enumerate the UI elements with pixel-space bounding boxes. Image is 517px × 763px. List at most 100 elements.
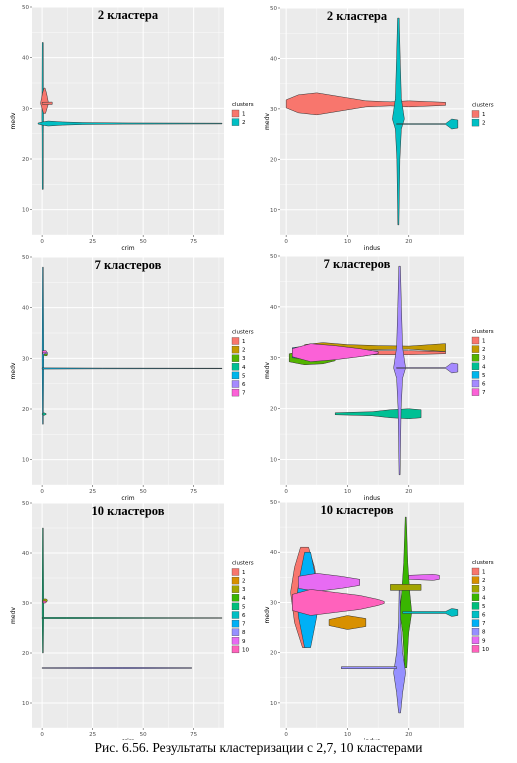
x-axis-label: crim	[121, 495, 134, 502]
legend-label: 2	[482, 347, 486, 353]
violin-cluster-2	[41, 42, 44, 190]
legend-label: 5	[482, 373, 486, 379]
legend-key	[471, 645, 480, 653]
panel-title: 10 кластеров	[92, 504, 165, 518]
panel-title: 10 кластеров	[321, 503, 394, 517]
violin-cluster-3	[390, 584, 422, 591]
y-tick-label: 50	[270, 6, 277, 12]
plot-background	[32, 257, 224, 485]
x-tick-label: 75	[190, 732, 197, 738]
legend-label: 1	[482, 112, 486, 118]
y-tick-label: 50	[22, 255, 29, 261]
x-tick-label: 10	[344, 732, 351, 738]
legend-key	[471, 379, 480, 388]
legend-label: 1	[482, 339, 486, 345]
legend-label: 9	[242, 639, 246, 645]
legend-key	[471, 388, 480, 396]
legend-label: 1	[482, 570, 486, 576]
legend-label: 6	[242, 613, 246, 619]
y-axis-label: medv	[264, 362, 271, 379]
legend-label: 1	[242, 339, 246, 345]
y-tick-label: 30	[270, 107, 277, 113]
violin-cluster-6	[393, 265, 406, 476]
violin-cluster-10	[292, 589, 385, 616]
violin-cluster-2	[328, 615, 367, 630]
x-axis-label: indus	[364, 738, 380, 740]
y-tick-label: 20	[22, 651, 29, 657]
legend-key	[231, 637, 240, 645]
legend-key	[231, 568, 240, 576]
x-axis-label: crim	[121, 245, 134, 252]
legend-label: 7	[482, 621, 486, 627]
legend-key	[231, 380, 240, 388]
violin-cluster-1	[285, 92, 446, 116]
legend-title: clusters	[232, 561, 254, 567]
legend-label: 3	[242, 356, 246, 362]
x-tick-label: 0	[40, 489, 44, 495]
legend-key	[231, 619, 240, 628]
legend-key	[471, 593, 480, 601]
legend-key	[231, 337, 240, 345]
x-tick-label: 20	[405, 489, 412, 495]
x-axis-label: crim	[121, 738, 134, 740]
legend-label: 2	[242, 120, 246, 126]
y-axis-label: medv	[10, 607, 17, 624]
violin-cluster-2	[392, 17, 405, 226]
plot-background	[280, 256, 464, 485]
y-axis-label: medv	[264, 606, 271, 623]
y-tick-label: 40	[22, 306, 29, 312]
violin-cluster-3	[43, 353, 48, 357]
y-tick-label: 10	[22, 458, 29, 464]
panel-title: 2 кластера	[327, 9, 388, 23]
y-tick-label: 50	[22, 5, 29, 11]
legend-key	[471, 585, 480, 593]
legend-label: 5	[242, 604, 246, 610]
violin-cluster-7	[292, 343, 379, 362]
y-tick-label: 30	[270, 356, 277, 362]
panel-title: 7 кластеров	[95, 258, 162, 272]
chart-panel-1: 10 20 30 40 50 0 25 50 75 crim medv 2 кластера clust…	[10, 5, 254, 252]
legend-key	[231, 118, 240, 126]
violin-cluster-7	[42, 350, 47, 354]
chart-panel-6: 10 20 30 40 50 0 10 20 indus medv 10 кластеров clus…	[264, 500, 494, 740]
legend-key	[471, 354, 480, 362]
x-tick-label: 50	[140, 239, 147, 245]
figure-caption: Рис. 6.56. Результаты кластеризации с 2,…	[94, 740, 423, 755]
x-tick-label: 10	[344, 239, 351, 245]
legend-key	[231, 354, 240, 362]
legend-label: 2	[242, 579, 246, 585]
violin-cluster-1-tail	[41, 101, 53, 105]
legend-label: 7	[482, 390, 486, 396]
y-tick-label: 40	[270, 56, 277, 62]
x-axis-label: indus	[364, 495, 380, 502]
y-tick-label: 30	[22, 106, 29, 112]
legend-key	[231, 576, 240, 585]
legend-label: 3	[482, 587, 486, 593]
legend-key	[471, 567, 480, 576]
legend-key	[231, 345, 240, 354]
legend-key	[231, 585, 240, 593]
y-axis-label: medv	[10, 362, 17, 379]
legend-label: 7	[242, 391, 246, 397]
violin-cluster-8-tail	[341, 666, 397, 669]
y-axis-label: medv	[10, 112, 17, 129]
violin-cluster-9	[408, 574, 440, 581]
legend-label: 4	[482, 595, 486, 601]
x-axis-label: indus	[364, 245, 380, 252]
y-tick-label: 40	[270, 305, 277, 311]
legend-label: 4	[242, 365, 246, 371]
legend-key	[471, 576, 480, 584]
legend-key	[231, 594, 240, 602]
y-tick-label: 50	[270, 254, 277, 260]
legend-label: 2	[482, 578, 486, 584]
legend-key	[471, 636, 480, 644]
legend-title: clusters	[472, 560, 494, 566]
y-tick-label: 30	[22, 601, 29, 607]
legend-title: clusters	[232, 330, 254, 336]
legend-key	[231, 371, 240, 380]
legend-label: 9	[482, 638, 486, 644]
legend-label: 2	[482, 121, 486, 127]
y-tick-label: 40	[22, 56, 29, 62]
y-tick-label: 20	[270, 407, 277, 413]
y-tick-label: 20	[22, 407, 29, 413]
